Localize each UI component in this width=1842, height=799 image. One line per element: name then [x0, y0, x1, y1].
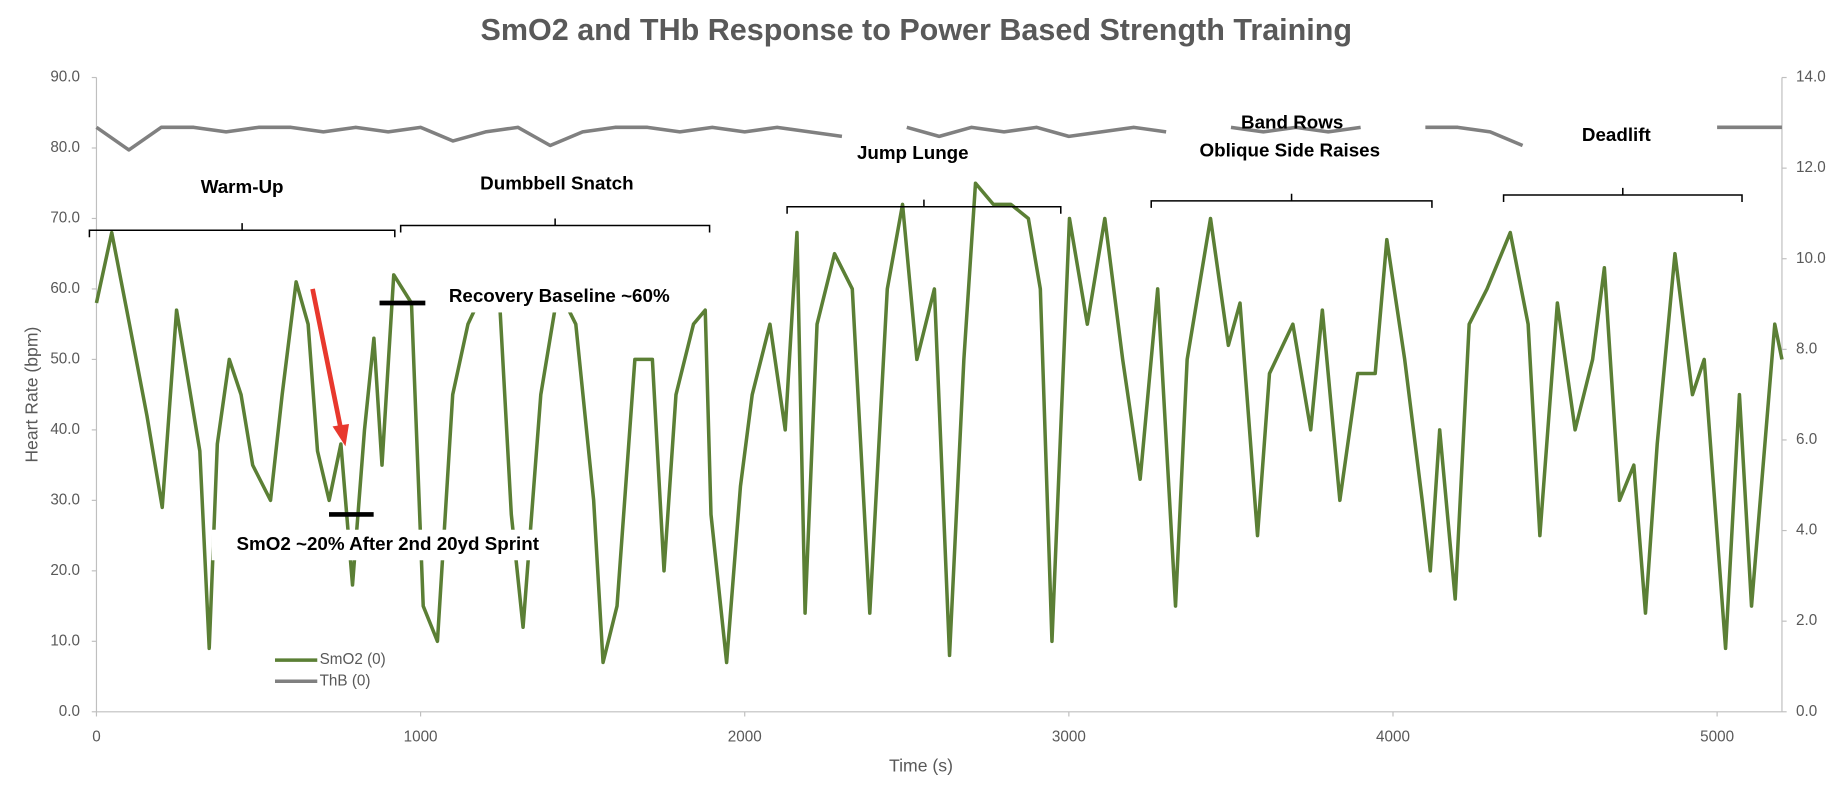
legend-label: SmO2 (0): [320, 651, 386, 668]
y2-tick-label: 0.0: [1796, 703, 1817, 720]
y-tick-label: 70.0: [50, 209, 80, 226]
x-tick-label: 3000: [1052, 729, 1086, 746]
drop-arrow: [310, 288, 344, 430]
x-axis-label: Time (s): [889, 756, 953, 776]
x-tick-label: 1000: [404, 729, 438, 746]
y-tick-label: 50.0: [50, 350, 80, 367]
y-tick-label: 80.0: [50, 139, 80, 156]
annotation: Jump Lunge: [857, 142, 969, 163]
annotation: Dumbbell Snatch: [480, 172, 633, 193]
y-tick-label: 0.0: [59, 703, 80, 720]
series-line: [95, 125, 1782, 152]
y2-tick-label: 4.0: [1796, 522, 1817, 539]
x-tick-label: 2000: [728, 729, 762, 746]
legend-label: ThB (0): [320, 672, 371, 689]
drop-arrow-head: [332, 424, 349, 447]
y-tick-label: 30.0: [50, 491, 80, 508]
section-bracket: [88, 223, 396, 238]
annotation: Warm-Up: [201, 176, 284, 197]
section-bracket: [399, 218, 711, 233]
callout-bg: [211, 529, 564, 561]
annotation: Recovery Baseline ~60%: [449, 285, 670, 306]
annotation: Oblique Side Raises: [1200, 139, 1381, 160]
y-tick-label: 40.0: [50, 421, 80, 438]
y2-tick-label: 10.0: [1796, 250, 1826, 267]
chart-title: SmO2 and THb Response to Power Based Str…: [481, 13, 1353, 47]
section-bracket: [1150, 193, 1433, 208]
annotation: SmO2 ~20% After 2nd 20yd Sprint: [236, 533, 539, 554]
section-bracket: [1502, 187, 1743, 203]
y-tick-label: 60.0: [50, 280, 80, 297]
section-bracket: [786, 199, 1062, 214]
y-axis-label: Heart Rate (bpm): [22, 327, 42, 463]
y-tick-label: 20.0: [50, 562, 80, 579]
x-tick-label: 0: [92, 729, 100, 746]
y2-tick-label: 12.0: [1796, 159, 1826, 176]
x-tick-label: 5000: [1700, 729, 1734, 746]
y2-tick-label: 2.0: [1796, 612, 1817, 629]
callout-bg: [432, 281, 687, 313]
y-tick-label: 10.0: [50, 632, 80, 649]
y-tick-label: 90.0: [50, 69, 80, 86]
y2-tick-label: 14.0: [1796, 69, 1826, 86]
annotation: Deadlift: [1582, 124, 1652, 145]
y2-tick-label: 6.0: [1796, 431, 1817, 448]
annotation: Band Rows: [1241, 111, 1343, 132]
x-tick-label: 4000: [1376, 729, 1410, 746]
series-line: [94, 181, 1784, 665]
y2-tick-label: 8.0: [1796, 340, 1817, 357]
